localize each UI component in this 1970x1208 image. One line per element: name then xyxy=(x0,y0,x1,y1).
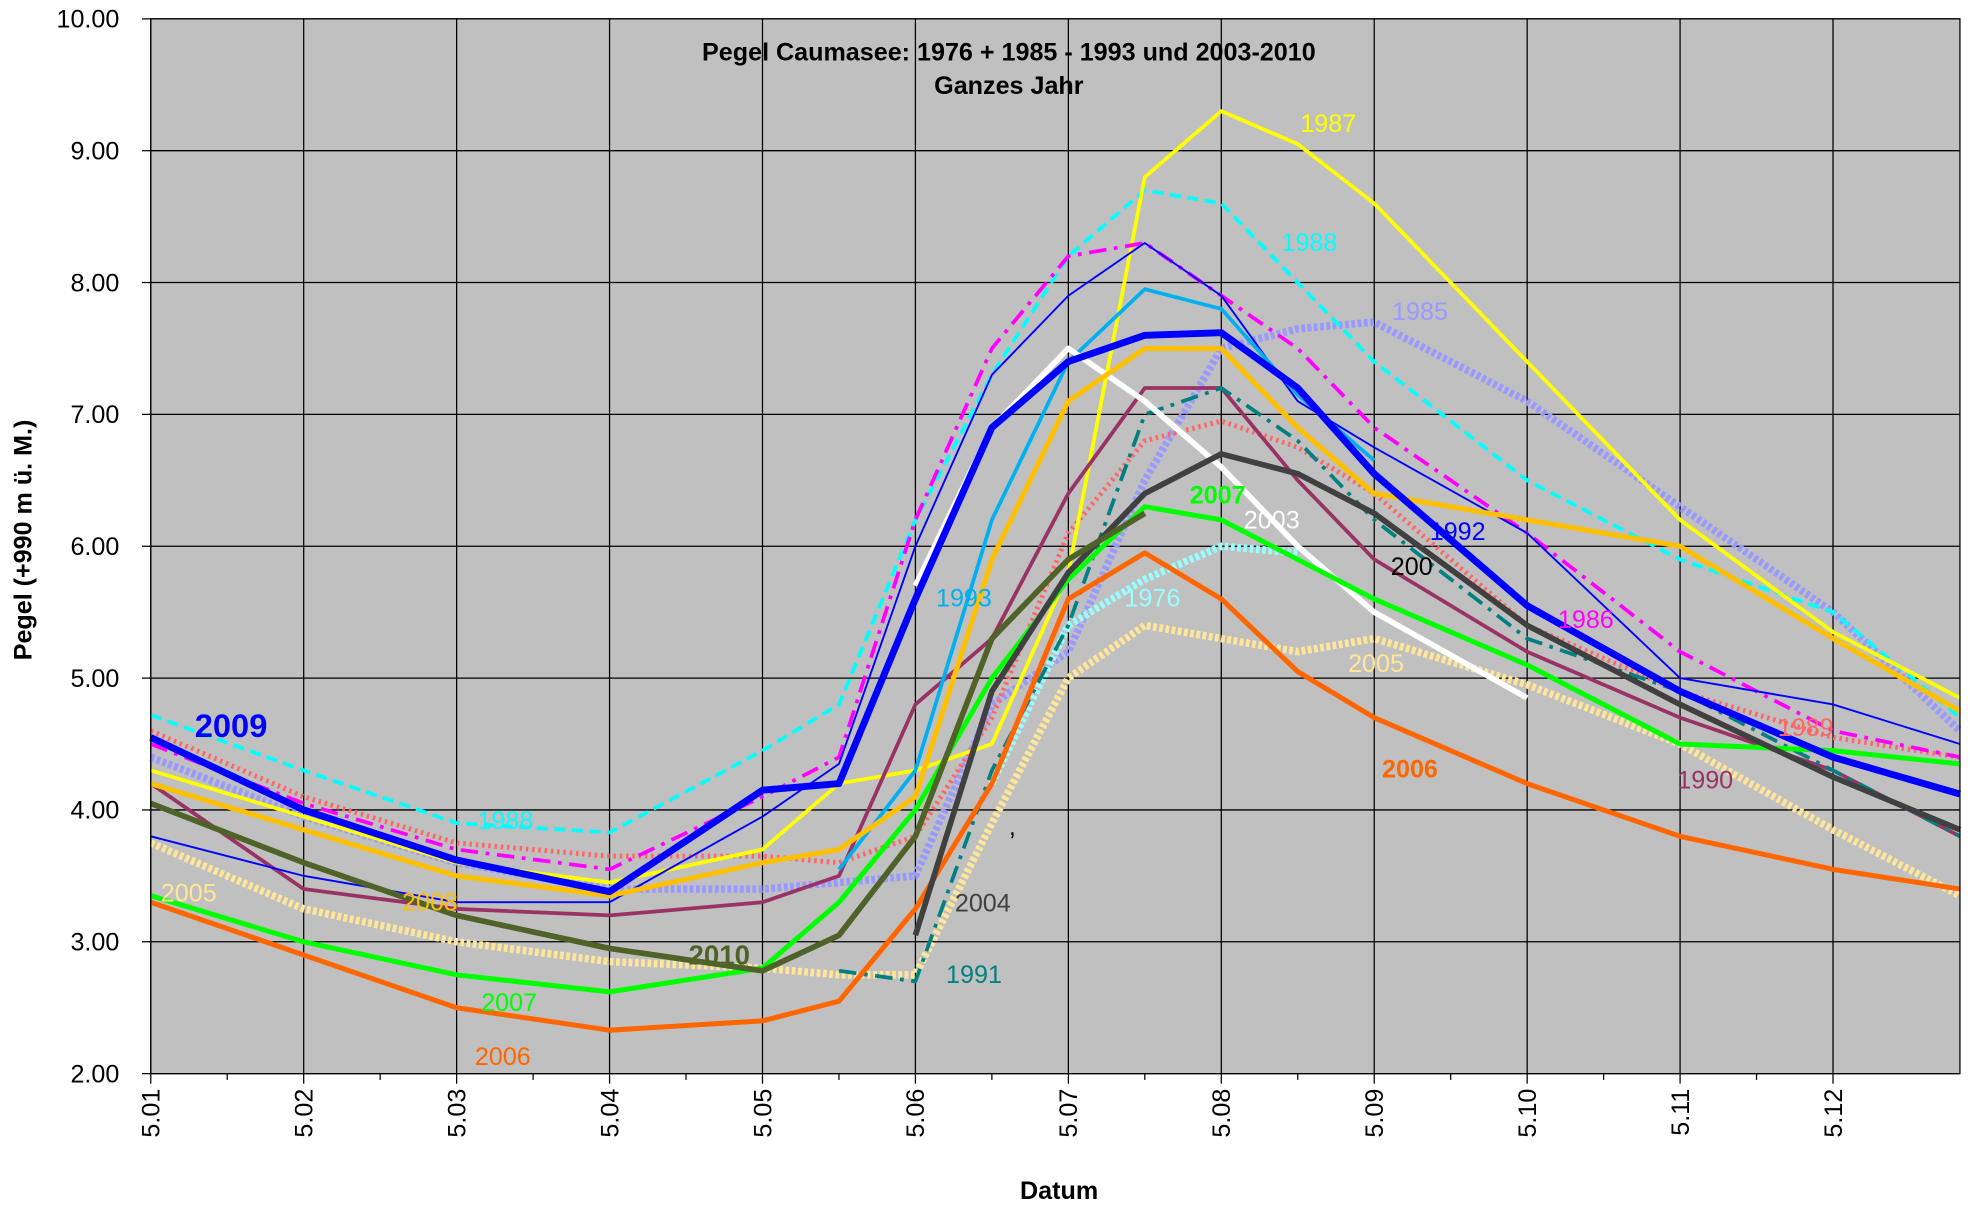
series-labels: 2009 1988 1988 1987 1985 1986 1992 1993 1976 1989… xyxy=(161,110,1834,1071)
series-line xyxy=(149,550,1961,1033)
y-tick-label: 3.00 xyxy=(70,929,119,957)
x-tick-label: 5.09 xyxy=(1361,1089,1389,1138)
series-line xyxy=(150,345,1962,899)
y-tick-label: 9.00 xyxy=(70,137,119,165)
annotation: 200 xyxy=(1391,553,1433,581)
series-label: 1992 xyxy=(1430,518,1486,546)
series-label: 2007 xyxy=(1190,482,1246,510)
series-label: 1991 xyxy=(946,961,1002,989)
y-tick-label: 6.00 xyxy=(70,533,119,561)
series-label: 1988 xyxy=(477,807,533,835)
series-line xyxy=(912,451,1962,937)
series-label: 1993 xyxy=(936,585,992,613)
series-line xyxy=(150,242,1961,904)
x-tick-label: 5.08 xyxy=(1208,1089,1236,1138)
y-tick-label: 7.00 xyxy=(70,401,119,429)
series-label: 2005 xyxy=(1348,650,1404,678)
x-tick-label: 5.04 xyxy=(596,1089,624,1138)
x-tick-label: 5.01 xyxy=(138,1089,166,1138)
series-line xyxy=(149,418,1961,866)
series-line xyxy=(988,542,1299,786)
x-tick-label: 5.05 xyxy=(749,1089,777,1138)
series-line xyxy=(150,241,1961,872)
y-tick-label: 4.00 xyxy=(70,797,119,825)
series-label: 2005 xyxy=(161,880,217,908)
x-tick-label: 5.11 xyxy=(1667,1089,1695,1136)
series-label: 2004 xyxy=(955,890,1011,918)
series-line xyxy=(150,504,1961,995)
y-axis-label: Pegel (+990 m ü. M.) xyxy=(9,420,37,661)
y-tick-label: 10.00 xyxy=(56,6,119,34)
lines xyxy=(149,109,1963,1033)
y-tick-label: 5.00 xyxy=(70,665,119,693)
x-axis-label: Datum xyxy=(1020,1177,1098,1205)
series-label: 2007 xyxy=(481,989,537,1017)
series-label: 2006 xyxy=(1382,755,1438,783)
series-label: 1986 xyxy=(1558,606,1614,634)
series-label: 1988 xyxy=(1282,229,1338,257)
series-line xyxy=(149,510,1147,974)
series-label: 2006 xyxy=(475,1043,531,1071)
y-tick-label: 2.00 xyxy=(70,1060,119,1088)
series-label: 2008 xyxy=(402,888,458,916)
series-line xyxy=(149,386,1961,918)
x-tick-label: 5.02 xyxy=(290,1089,318,1138)
series-label: 2009 xyxy=(195,707,268,744)
series-label: 1990 xyxy=(1677,767,1733,795)
series-label: 2010 xyxy=(688,939,749,970)
x-tick-label: 5.03 xyxy=(443,1089,471,1138)
series-label: 1985 xyxy=(1392,298,1448,326)
chart-title: Pegel Caumasee: 1976 + 1985 - 1993 und 2… xyxy=(702,38,1316,66)
series-line xyxy=(150,188,1962,835)
x-tick-label: 5.07 xyxy=(1055,1089,1083,1138)
annotation: , xyxy=(1009,813,1016,841)
x-tick-label: 5.06 xyxy=(902,1089,930,1138)
series-line xyxy=(149,329,1961,896)
x-tick-label: 5.10 xyxy=(1514,1089,1542,1138)
series-label: 1976 xyxy=(1124,585,1180,613)
y-tick-label: 8.00 xyxy=(70,269,119,297)
series-label: 1989 xyxy=(1778,714,1834,742)
series-label: 2003 xyxy=(1244,507,1300,535)
x-tick-label: 5.12 xyxy=(1820,1089,1848,1138)
chart-subtitle: Ganzes Jahr xyxy=(934,72,1084,100)
series-label: 1987 xyxy=(1300,110,1356,138)
axes: 2.00 3.00 4.00 5.00 6.00 7.00 8.00 9.00 10.00 5.0… xyxy=(56,6,1847,1138)
